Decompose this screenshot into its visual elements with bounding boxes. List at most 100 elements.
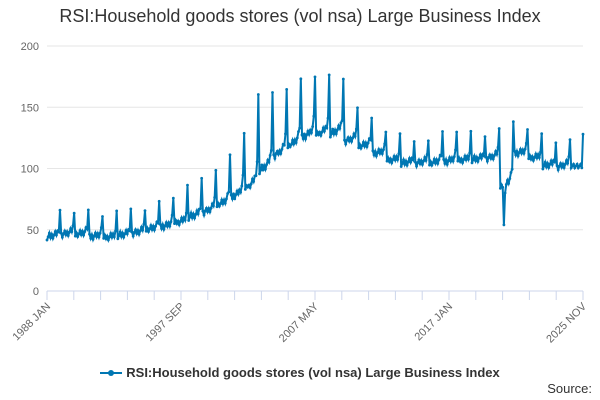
data-point[interactable] <box>532 159 535 162</box>
data-point[interactable] <box>476 160 480 163</box>
data-point[interactable] <box>363 144 366 148</box>
data-point[interactable] <box>255 160 259 164</box>
data-point[interactable] <box>153 228 156 232</box>
data-point[interactable] <box>230 197 234 201</box>
data-point[interactable] <box>478 153 482 157</box>
data-point[interactable] <box>504 183 508 186</box>
data-point[interactable] <box>373 150 377 153</box>
data-point[interactable] <box>377 148 381 151</box>
data-point[interactable] <box>97 235 101 239</box>
data-point[interactable] <box>349 136 352 140</box>
data-point[interactable] <box>330 132 333 136</box>
data-point[interactable] <box>520 151 524 155</box>
data-point[interactable] <box>275 149 279 153</box>
data-point[interactable] <box>406 160 410 164</box>
data-point[interactable] <box>397 152 401 156</box>
data-point[interactable] <box>477 156 481 160</box>
data-point[interactable] <box>548 162 552 166</box>
data-point[interactable] <box>471 158 475 162</box>
series-line[interactable] <box>46 74 584 244</box>
data-point[interactable] <box>533 155 536 159</box>
data-point[interactable] <box>511 120 515 124</box>
data-point[interactable] <box>509 171 513 174</box>
data-point[interactable] <box>539 150 542 154</box>
data-point[interactable] <box>129 207 133 211</box>
data-point[interactable] <box>474 159 477 163</box>
data-point[interactable] <box>391 158 395 162</box>
data-point[interactable] <box>327 73 331 77</box>
data-point[interactable] <box>154 224 158 228</box>
data-point[interactable] <box>233 197 237 201</box>
data-point[interactable] <box>311 125 315 129</box>
data-point[interactable] <box>47 231 51 235</box>
data-point[interactable] <box>385 159 389 163</box>
data-point[interactable] <box>495 152 499 156</box>
data-point[interactable] <box>378 152 382 155</box>
data-point[interactable] <box>216 201 220 205</box>
data-point[interactable] <box>491 157 495 161</box>
data-point[interactable] <box>430 163 434 167</box>
data-point[interactable] <box>109 232 113 235</box>
data-point[interactable] <box>323 129 326 133</box>
data-point[interactable] <box>91 237 95 241</box>
data-point[interactable] <box>82 233 85 237</box>
data-point[interactable] <box>112 235 116 239</box>
data-point[interactable] <box>334 132 338 136</box>
data-point[interactable] <box>506 178 509 182</box>
data-point[interactable] <box>566 161 570 165</box>
data-point[interactable] <box>174 218 178 222</box>
data-point[interactable] <box>568 138 572 141</box>
data-point[interactable] <box>463 154 467 158</box>
data-point[interactable] <box>227 190 231 194</box>
data-point[interactable] <box>579 162 583 166</box>
data-point[interactable] <box>346 136 350 139</box>
data-point[interactable] <box>380 152 384 156</box>
data-point[interactable] <box>332 132 336 136</box>
data-point[interactable] <box>111 232 115 236</box>
data-point[interactable] <box>217 204 221 208</box>
data-point[interactable] <box>365 145 369 149</box>
data-point[interactable] <box>516 154 520 158</box>
data-point[interactable] <box>536 152 540 156</box>
data-point[interactable] <box>418 162 422 166</box>
data-point[interactable] <box>550 163 554 166</box>
data-point[interactable] <box>483 135 487 139</box>
data-point[interactable] <box>228 153 232 157</box>
data-point[interactable] <box>527 157 531 161</box>
data-point[interactable] <box>390 161 394 165</box>
data-point[interactable] <box>353 135 357 138</box>
data-point[interactable] <box>369 138 372 142</box>
data-point[interactable] <box>79 233 83 237</box>
data-point[interactable] <box>416 161 420 164</box>
data-point[interactable] <box>181 220 185 223</box>
data-point[interactable] <box>177 223 181 227</box>
data-point[interactable] <box>286 146 290 150</box>
data-point[interactable] <box>288 145 292 149</box>
data-point[interactable] <box>350 140 353 143</box>
data-point[interactable] <box>115 209 119 213</box>
data-point[interactable] <box>284 132 287 136</box>
data-point[interactable] <box>75 231 78 235</box>
data-point[interactable] <box>493 153 496 157</box>
data-point[interactable] <box>502 223 506 227</box>
data-point[interactable] <box>285 87 289 91</box>
data-point[interactable] <box>293 138 297 142</box>
data-point[interactable] <box>523 147 527 151</box>
data-point[interactable] <box>431 161 435 165</box>
data-point[interactable] <box>63 229 67 233</box>
data-point[interactable] <box>508 177 512 180</box>
data-point[interactable] <box>258 172 261 176</box>
data-point[interactable] <box>248 186 252 190</box>
data-point[interactable] <box>436 162 440 165</box>
data-point[interactable] <box>52 233 56 237</box>
data-point[interactable] <box>78 229 82 232</box>
data-point[interactable] <box>461 161 464 165</box>
data-point[interactable] <box>392 154 396 158</box>
data-point[interactable] <box>572 162 575 166</box>
data-point[interactable] <box>163 224 167 228</box>
data-point[interactable] <box>580 166 584 170</box>
data-point[interactable] <box>158 222 162 226</box>
data-point[interactable] <box>447 159 450 163</box>
data-point[interactable] <box>213 196 217 199</box>
data-point[interactable] <box>545 165 548 169</box>
